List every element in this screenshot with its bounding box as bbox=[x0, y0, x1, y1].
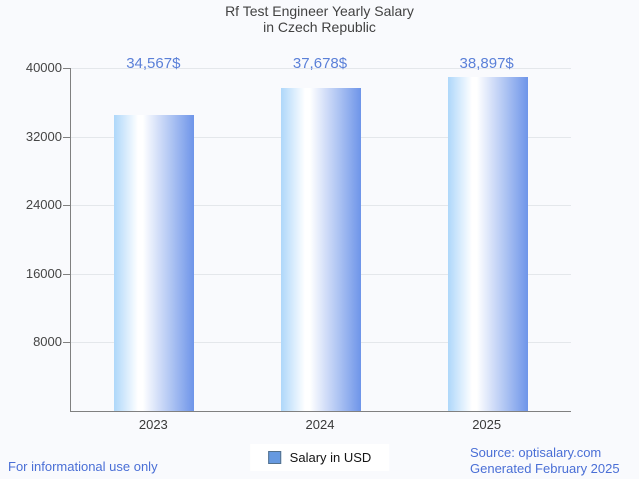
disclaimer-text: For informational use only bbox=[8, 459, 158, 474]
y-tick-mark bbox=[63, 68, 70, 69]
y-tick-label-32000: 32000 bbox=[25, 128, 62, 144]
bar-2025 bbox=[447, 77, 528, 411]
plot-area bbox=[63, 68, 571, 412]
legend-swatch-icon bbox=[267, 451, 281, 464]
y-tick-mark bbox=[63, 136, 70, 138]
legend: Salary in USD bbox=[249, 444, 390, 471]
value-label-2024: 37,678$ bbox=[292, 55, 348, 72]
y-tick-label-8000: 8000 bbox=[33, 334, 62, 350]
generated-text: Generated February 2025 bbox=[470, 461, 620, 476]
legend-label: Salary in USD bbox=[289, 450, 372, 465]
source-block: Source: optisalary.com Generated Februar… bbox=[470, 445, 620, 477]
y-tick-label-40000: 40000 bbox=[25, 60, 62, 75]
y-tick-label-16000: 16000 bbox=[25, 265, 62, 281]
source-text: Source: optisalary.com bbox=[470, 445, 602, 460]
gridline bbox=[71, 68, 571, 69]
chart-title: Rf Test Engineer Yearly Salary in Czech … bbox=[0, 3, 639, 35]
value-label-2023: 34,567$ bbox=[126, 55, 181, 72]
value-label-2025: 38,897$ bbox=[459, 55, 514, 72]
chart-title-line1: Rf Test Engineer Yearly Salary bbox=[225, 3, 414, 19]
y-tick-label-24000: 24000 bbox=[25, 197, 62, 213]
bar-2024 bbox=[281, 87, 361, 411]
x-tick-label-2025: 2025 bbox=[472, 417, 502, 432]
y-tick-mark bbox=[63, 205, 70, 207]
x-tick-label-2024: 2024 bbox=[305, 417, 335, 432]
chart-title-line2: in Czech Republic bbox=[263, 19, 376, 35]
y-tick-mark bbox=[63, 273, 70, 275]
y-tick-mark bbox=[63, 342, 70, 344]
bar-2023 bbox=[114, 114, 195, 411]
x-tick-label-2023: 2023 bbox=[138, 417, 168, 432]
